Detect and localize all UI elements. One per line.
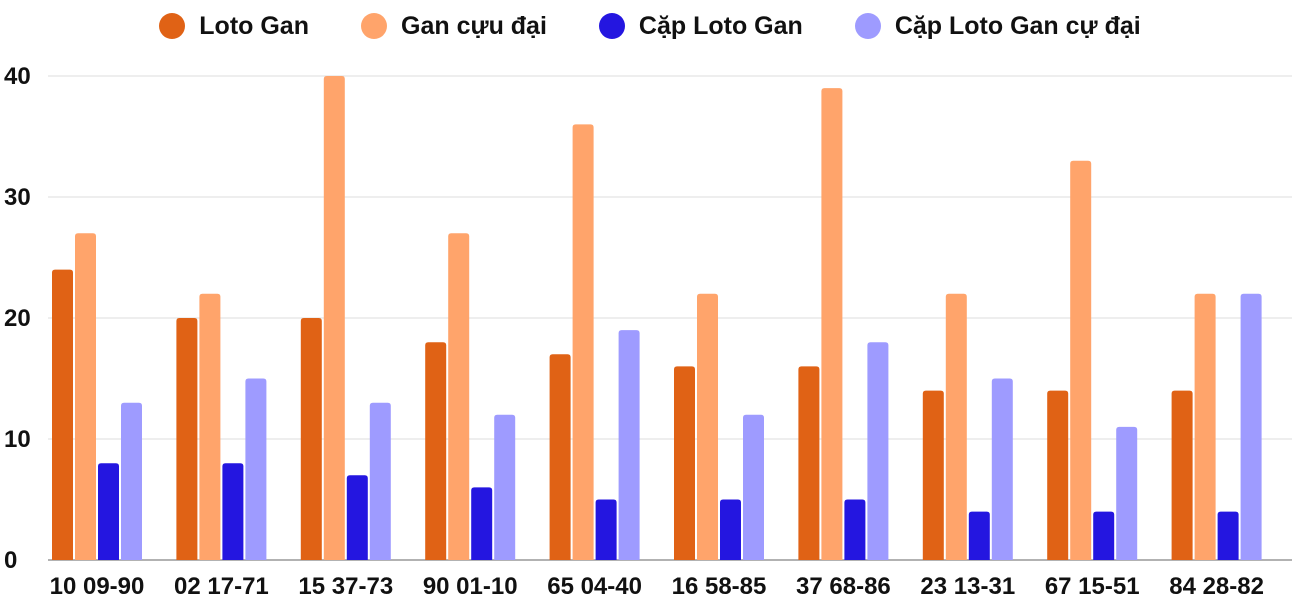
x-tick-label: 84 28-82 xyxy=(1169,573,1264,600)
bar-3-5 xyxy=(595,499,617,560)
x-tick-label: 15 37-73 xyxy=(298,573,393,600)
bar-3-9 xyxy=(1093,511,1115,560)
bar-2-9 xyxy=(1070,160,1092,560)
x-tick-label: 10 09-90 xyxy=(50,573,145,600)
x-tick-label: 23 13-31 xyxy=(920,573,1015,600)
legend-item-loto-gan: Loto Gan xyxy=(159,12,309,41)
x-tick-label: 67 15-51 xyxy=(1045,573,1140,600)
legend-item-gan-cuu-dai: Gan cựu đại xyxy=(361,12,547,41)
bar-3-4 xyxy=(471,487,493,560)
y-tick-label: 40 xyxy=(4,63,31,90)
bar-1-2 xyxy=(176,318,198,560)
x-tick-label: 65 04-40 xyxy=(547,573,642,600)
bar-4-5 xyxy=(618,330,640,560)
bar-4-7 xyxy=(867,342,889,560)
bar-4-4 xyxy=(494,414,516,560)
bar-4-9 xyxy=(1116,426,1138,560)
y-tick-label: 10 xyxy=(4,426,31,453)
y-axis-ticks: 0 10 20 30 40 xyxy=(4,63,31,574)
bar-2-6 xyxy=(697,293,718,560)
legend-label-loto-gan: Loto Gan xyxy=(199,11,309,40)
bar-1-10 xyxy=(1171,390,1193,560)
bar-2-10 xyxy=(1194,293,1216,560)
bar-2-8 xyxy=(945,293,967,560)
bar-3-1 xyxy=(98,463,119,560)
bar-3-10 xyxy=(1217,511,1239,560)
bar-1-4 xyxy=(425,342,447,560)
legend-item-cap-loto-gan-cu-dai: Cặp Loto Gan cự đại xyxy=(854,11,1141,41)
legend-swatch-cap-loto-gan xyxy=(598,13,625,39)
bar-4-3 xyxy=(369,402,391,560)
bar-1-8 xyxy=(922,390,944,560)
bar-2-7 xyxy=(821,88,843,560)
legend-label-gan-cuu-dai: Gan cựu đại xyxy=(401,11,547,40)
bar-2-5 xyxy=(572,124,594,561)
bar-4-1 xyxy=(121,402,142,560)
bar-3-3 xyxy=(346,475,368,560)
x-tick-label: 90 01-10 xyxy=(423,573,518,600)
bar-3-7 xyxy=(844,499,866,560)
legend-label-cap-loto-gan-cu-dai: Cặp Loto Gan cự đại xyxy=(894,11,1141,40)
bar-1-7 xyxy=(798,366,820,560)
bar-3-6 xyxy=(720,499,741,560)
bar-1-3 xyxy=(300,318,322,560)
y-tick-label: 20 xyxy=(4,305,31,332)
bars xyxy=(52,76,1262,561)
bar-2-4 xyxy=(448,233,470,561)
bar-4-2 xyxy=(245,378,267,560)
y-tick-label: 0 xyxy=(4,547,17,574)
bar-2-3 xyxy=(323,76,345,560)
x-tick-label: 37 68-86 xyxy=(796,573,891,600)
bar-4-10 xyxy=(1240,293,1262,560)
legend-label-cap-loto-gan: Cặp Loto Gan xyxy=(638,11,803,40)
x-tick-label: 02 17-71 xyxy=(174,573,269,600)
bar-2-2 xyxy=(199,293,221,560)
bar-1-6 xyxy=(674,366,695,560)
chart-legend: Loto Gan Gan cựu đại Cặp Loto Gan Cặp Lo… xyxy=(0,8,1300,44)
bar-4-6 xyxy=(743,414,764,560)
legend-item-cap-loto-gan: Cặp Loto Gan xyxy=(598,11,803,41)
x-axis-ticks: 10 09-90 02 17-71 15 37-73 90 01-10 65 04-40… xyxy=(50,573,1264,600)
legend-swatch-cap-loto-gan-cu-dai xyxy=(854,13,881,39)
bar-3-8 xyxy=(968,511,990,560)
bar-2-1 xyxy=(75,233,96,561)
legend-swatch-loto-gan xyxy=(159,13,186,39)
legend-swatch-gan-cuu-dai xyxy=(361,13,387,39)
bar-1-1 xyxy=(52,269,73,560)
bar-1-5 xyxy=(549,354,571,560)
x-tick-label: 16 58-85 xyxy=(672,573,767,600)
bar-3-2 xyxy=(222,463,244,560)
bar-4-8 xyxy=(991,378,1013,560)
y-tick-label: 30 xyxy=(4,184,31,211)
bar-1-9 xyxy=(1047,390,1069,560)
